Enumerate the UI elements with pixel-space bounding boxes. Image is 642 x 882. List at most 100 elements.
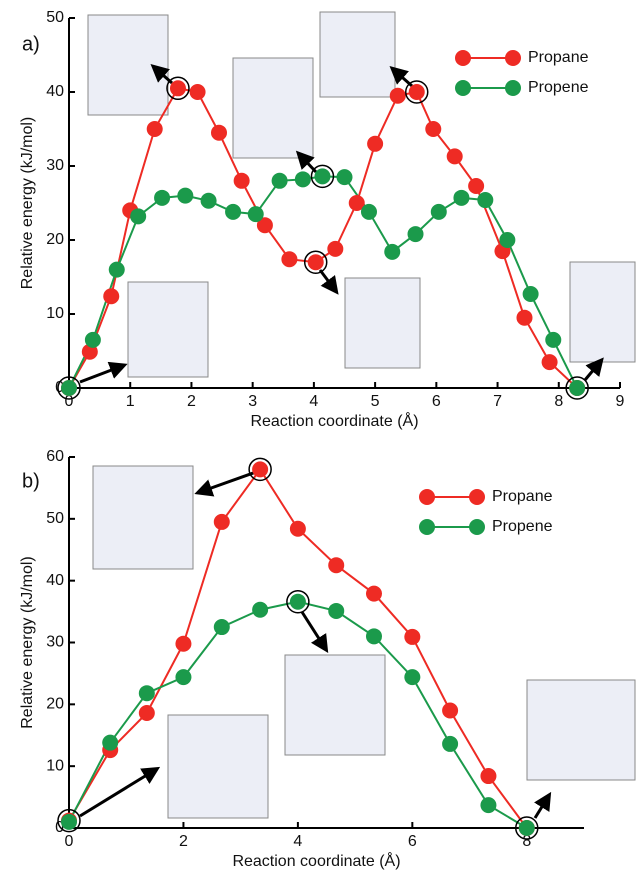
- legend-marker: [455, 50, 471, 66]
- highlight-ring: [286, 589, 310, 614]
- arrow: [300, 611, 329, 654]
- highlight-ring: [515, 816, 539, 840]
- x-axis-label: Reaction coordinate (Å): [232, 851, 400, 870]
- data-point: [328, 602, 345, 619]
- data-point: [289, 593, 306, 610]
- data-point: [213, 513, 230, 530]
- data-point: [516, 309, 533, 326]
- highlight-ring: [166, 76, 190, 101]
- legend-marker: [419, 519, 435, 535]
- data-point: [477, 192, 494, 209]
- panel-label: b): [22, 470, 40, 492]
- x-tick-label: 2: [179, 833, 188, 850]
- x-tick-label: 5: [371, 393, 380, 410]
- x-tick-label: 4: [293, 833, 302, 850]
- arrow: [79, 766, 161, 818]
- data-point: [169, 80, 186, 97]
- data-point: [210, 124, 227, 141]
- data-point: [225, 203, 242, 220]
- insets: [87, 11, 636, 819]
- y-tick-label: 10: [46, 757, 64, 774]
- data-point: [213, 619, 230, 636]
- data-point: [252, 461, 269, 478]
- data-point: [480, 797, 497, 814]
- data-point: [408, 84, 425, 100]
- data-point: [138, 704, 155, 721]
- x-tick-label: 9: [616, 393, 625, 410]
- x-tick-label: 1: [126, 393, 135, 410]
- y-tick-label: 60: [46, 448, 64, 465]
- data-point: [189, 84, 206, 100]
- data-point: [271, 172, 288, 189]
- structure-inset: [232, 57, 314, 159]
- highlight-ring: [248, 457, 272, 482]
- highlight-ring: [565, 376, 589, 400]
- y-tick-label: 40: [46, 83, 64, 100]
- y-tick-label: 50: [46, 510, 64, 527]
- data-point: [389, 87, 406, 104]
- legend-marker: [419, 489, 435, 505]
- data-point: [453, 189, 470, 206]
- data-point: [281, 251, 298, 268]
- structure-inset: [319, 11, 396, 98]
- structure-inset: [344, 277, 421, 369]
- y-tick-label: 20: [46, 696, 64, 713]
- panel-label: a): [22, 33, 40, 55]
- data-point: [365, 585, 382, 602]
- structure-inset: [92, 465, 194, 570]
- data-point: [541, 354, 558, 371]
- data-point: [518, 820, 535, 836]
- data-point: [175, 635, 192, 652]
- structure-inset: [526, 679, 636, 781]
- data-point: [175, 669, 192, 686]
- data-point: [446, 148, 463, 165]
- y-tick-label: 0: [55, 379, 64, 396]
- data-point: [138, 685, 155, 702]
- y-tick-label: 10: [46, 305, 64, 322]
- legend-label: Propene: [528, 79, 589, 96]
- data-point: [384, 243, 401, 260]
- highlight-ring: [57, 808, 81, 833]
- structure-inset: [167, 714, 269, 819]
- data-point: [327, 240, 344, 257]
- data-point: [84, 331, 101, 348]
- y-tick-label: 40: [46, 572, 64, 589]
- x-tick-label: 8: [522, 833, 531, 850]
- data-point: [468, 177, 485, 194]
- data-point: [233, 172, 250, 189]
- structure-inset: [127, 281, 209, 378]
- data-point: [499, 232, 516, 248]
- data-point: [256, 217, 273, 234]
- data-point: [130, 208, 147, 225]
- data-point: [425, 121, 442, 137]
- x-tick-label: 6: [408, 833, 417, 850]
- data-point: [314, 168, 331, 185]
- arrow: [79, 361, 128, 384]
- arrow: [194, 470, 257, 497]
- legend-marker: [469, 489, 485, 505]
- data-point: [61, 813, 77, 830]
- data-point: [522, 286, 539, 303]
- highlight-ring: [303, 250, 328, 274]
- data-point: [442, 735, 459, 752]
- y-tick-label: 30: [46, 634, 64, 651]
- arrow: [583, 357, 604, 381]
- data-point: [430, 203, 447, 220]
- y-tick-label: 20: [46, 231, 64, 248]
- data-point: [154, 189, 171, 206]
- legend-marker: [455, 80, 471, 96]
- data-point: [328, 557, 345, 574]
- x-tick-label: 0: [65, 833, 74, 850]
- x-tick-label: 6: [432, 393, 441, 410]
- data-point: [365, 628, 382, 645]
- data-point: [294, 171, 311, 188]
- data-point: [108, 261, 125, 278]
- legend-marker: [505, 50, 521, 66]
- legend-marker: [469, 519, 485, 535]
- data-point: [102, 734, 119, 751]
- data-point: [200, 192, 217, 209]
- data-point: [404, 628, 421, 645]
- data-point: [252, 601, 269, 618]
